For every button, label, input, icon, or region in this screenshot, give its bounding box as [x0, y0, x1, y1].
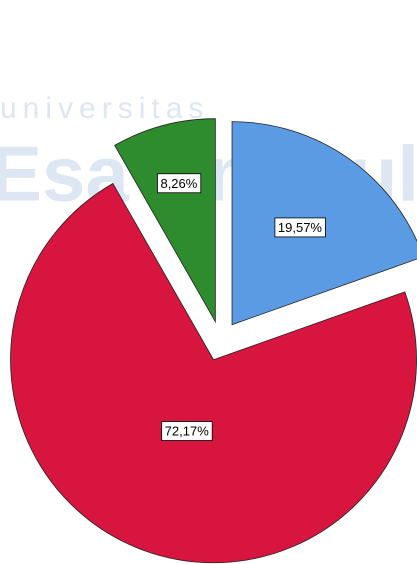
watermark: universitas [0, 92, 209, 125]
pie-slice [114, 118, 216, 324]
data-label-box [161, 421, 213, 441]
data-label-box [157, 173, 202, 194]
pie-slice [10, 182, 417, 564]
data-label: 19,57% [278, 220, 323, 235]
data-label: 72,17% [165, 424, 210, 439]
data-label: 8,26% [160, 176, 197, 191]
data-label-box [274, 217, 326, 238]
